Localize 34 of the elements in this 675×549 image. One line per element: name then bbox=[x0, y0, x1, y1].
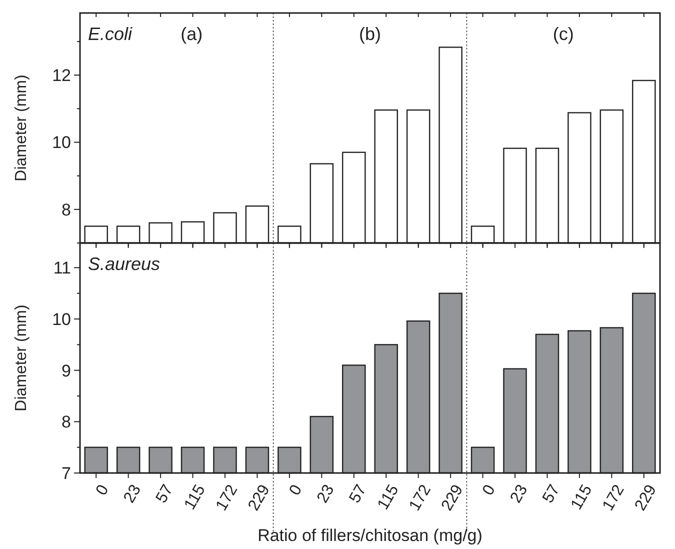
x-tick-label: 115 bbox=[181, 482, 209, 513]
x-tick-label: 23 bbox=[120, 482, 145, 506]
x-tick-label: 172 bbox=[600, 482, 628, 514]
y-tick-label: 8 bbox=[62, 412, 71, 432]
x-tick-label: 57 bbox=[540, 482, 564, 506]
x-tick-label: 172 bbox=[213, 482, 242, 514]
x-tick-label: 229 bbox=[632, 482, 660, 514]
y-tick-label: 7 bbox=[62, 464, 71, 483]
x-axis-title: Ratio of fillers/chitosan (mg/g) bbox=[258, 526, 482, 545]
annotation: (c) bbox=[552, 24, 574, 44]
y-tick-label: 10 bbox=[52, 133, 71, 152]
annotation: S.aureus bbox=[88, 254, 160, 274]
x-tick-label: 172 bbox=[406, 482, 435, 514]
annotation: E.coli bbox=[88, 24, 134, 44]
x-tick-label: 0 bbox=[93, 482, 112, 498]
x-tick-label: 229 bbox=[438, 482, 467, 514]
y-tick-label: 12 bbox=[52, 66, 71, 86]
y-tick-label: 8 bbox=[62, 200, 71, 220]
x-tick-label: 0 bbox=[480, 482, 499, 498]
x-tick-label: 115 bbox=[568, 482, 596, 513]
x-tick-label: 57 bbox=[153, 482, 177, 506]
annotation: (a) bbox=[180, 24, 203, 44]
y-axis-title: Diameter (mm) bbox=[13, 74, 30, 182]
x-tick-label: 115 bbox=[374, 482, 402, 513]
x-tick-label: 23 bbox=[314, 482, 338, 506]
x-tick-label: 229 bbox=[245, 482, 274, 514]
y-tick-label: 9 bbox=[62, 361, 71, 380]
x-tick-label: 57 bbox=[346, 482, 370, 506]
y-tick-label: 11 bbox=[53, 258, 71, 278]
y-tick-label: 10 bbox=[52, 310, 71, 329]
y-axis-title: Diameter (mm) bbox=[13, 304, 30, 412]
annotation: (b) bbox=[359, 24, 381, 44]
x-tick-label: 0 bbox=[286, 482, 306, 498]
x-tick-label: 23 bbox=[508, 482, 532, 506]
